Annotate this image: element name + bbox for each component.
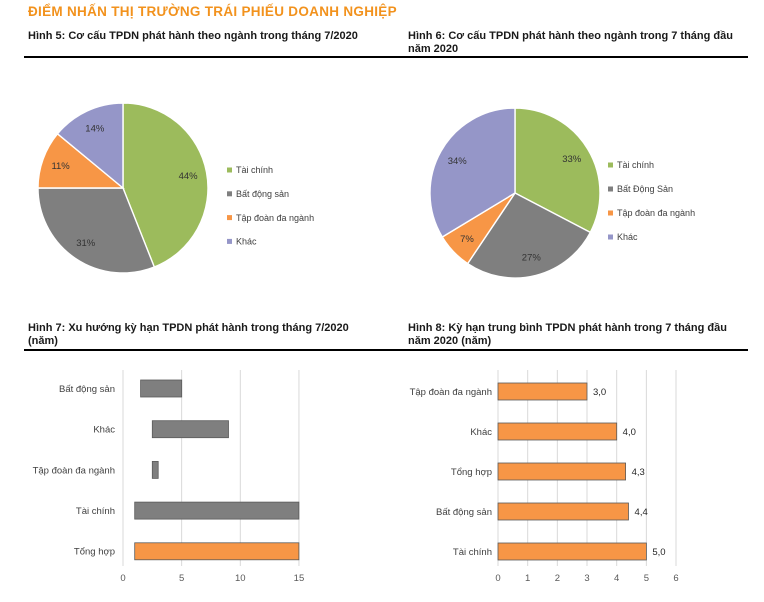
- axis-tick-label: 2: [555, 573, 560, 584]
- legend-marker: [227, 167, 232, 173]
- bar: [497, 382, 588, 401]
- pie-slice: [514, 107, 601, 234]
- axis-tick-label: 4: [614, 573, 619, 584]
- divider-row2: [24, 349, 748, 351]
- bar: [497, 462, 626, 481]
- bar-value-label: 4,3: [632, 467, 645, 478]
- bar-value-label: 5,0: [652, 547, 665, 558]
- pie-percent-label: 33%: [562, 154, 582, 165]
- category-label: Bất động sản: [436, 507, 492, 518]
- pie-slice: [466, 192, 592, 279]
- axis-tick-label: 5: [644, 573, 649, 584]
- bar: [151, 460, 159, 479]
- legend-item-label: Bất Động Sản: [617, 184, 673, 194]
- pie-percent-label: 11%: [51, 161, 70, 172]
- pie-percent-label: 27%: [522, 253, 542, 264]
- legend-marker: [608, 234, 613, 240]
- bar-value-label: 4,0: [623, 427, 636, 438]
- legend-item-label: Tập đoàn đa ngành: [617, 208, 695, 218]
- pie-slice: [56, 102, 124, 190]
- legend-marker: [227, 191, 232, 197]
- pie-percent-label: 14%: [85, 123, 105, 134]
- figure5-title: Hình 5: Cơ cấu TPDN phát hành theo ngành…: [28, 30, 358, 42]
- legend-marker: [608, 186, 613, 192]
- category-label: Tổng hợp: [451, 467, 492, 478]
- figure8-title: Hình 8: Kỳ hạn trung bình TPDN phát hành…: [408, 322, 727, 347]
- category-label: Tập đoàn đa ngành: [33, 465, 115, 476]
- bar: [497, 422, 618, 441]
- category-label: Bất động sản: [59, 384, 115, 395]
- legend-marker: [227, 238, 232, 244]
- axis-tick-label: 15: [294, 573, 305, 584]
- legend-item-label: Tài chính: [236, 165, 273, 175]
- pie-percent-label: 44%: [179, 171, 199, 182]
- bar: [134, 501, 300, 520]
- legend-marker: [608, 210, 613, 216]
- pie-slice: [122, 102, 209, 268]
- pie-percent-label: 31%: [76, 238, 96, 249]
- pie-percent-label: 7%: [460, 234, 474, 245]
- category-label: Tài chính: [76, 506, 115, 517]
- category-label: Tài chính: [453, 547, 492, 558]
- figure7-title: Hình 7: Xu hướng kỳ hạn TPDN phát hành t…: [28, 322, 349, 347]
- pie-slice: [429, 107, 516, 238]
- bar: [134, 542, 300, 561]
- category-label: Tổng hợp: [74, 547, 115, 558]
- legend-item-label: Khác: [617, 232, 638, 242]
- legend-item-label: Khác: [236, 237, 257, 247]
- bar: [140, 379, 183, 398]
- bar: [497, 542, 647, 561]
- page-title: ĐIỂM NHẤN THỊ TRƯỜNG TRÁI PHIẾU DOANH NG…: [28, 4, 397, 19]
- divider-row1: [24, 56, 748, 58]
- bar: [151, 420, 229, 439]
- bar: [497, 502, 629, 521]
- bar-value-label: 3,0: [593, 387, 606, 398]
- category-label: Tập đoàn đa ngành: [410, 387, 492, 398]
- pie-slice: [37, 187, 156, 274]
- legend-item-label: Tập đoàn đa ngành: [236, 213, 314, 223]
- category-label: Khác: [470, 427, 492, 438]
- figure6-title: Hình 6: Cơ cấu TPDN phát hành theo ngành…: [408, 30, 733, 55]
- axis-tick-label: 5: [179, 573, 184, 584]
- legend-item-label: Bất động sản: [236, 189, 289, 199]
- axis-tick-label: 3: [584, 573, 589, 584]
- legend-marker: [227, 215, 232, 221]
- axis-tick-label: 0: [495, 573, 500, 584]
- legend-item-label: Tài chính: [617, 160, 654, 170]
- category-label: Khác: [93, 425, 115, 436]
- pie-percent-label: 34%: [448, 156, 468, 167]
- axis-tick-label: 0: [120, 573, 125, 584]
- axis-tick-label: 10: [235, 573, 246, 584]
- axis-tick-label: 6: [673, 573, 678, 584]
- axis-tick-label: 1: [525, 573, 530, 584]
- legend-marker: [608, 162, 613, 168]
- bar-value-label: 4,4: [635, 507, 648, 518]
